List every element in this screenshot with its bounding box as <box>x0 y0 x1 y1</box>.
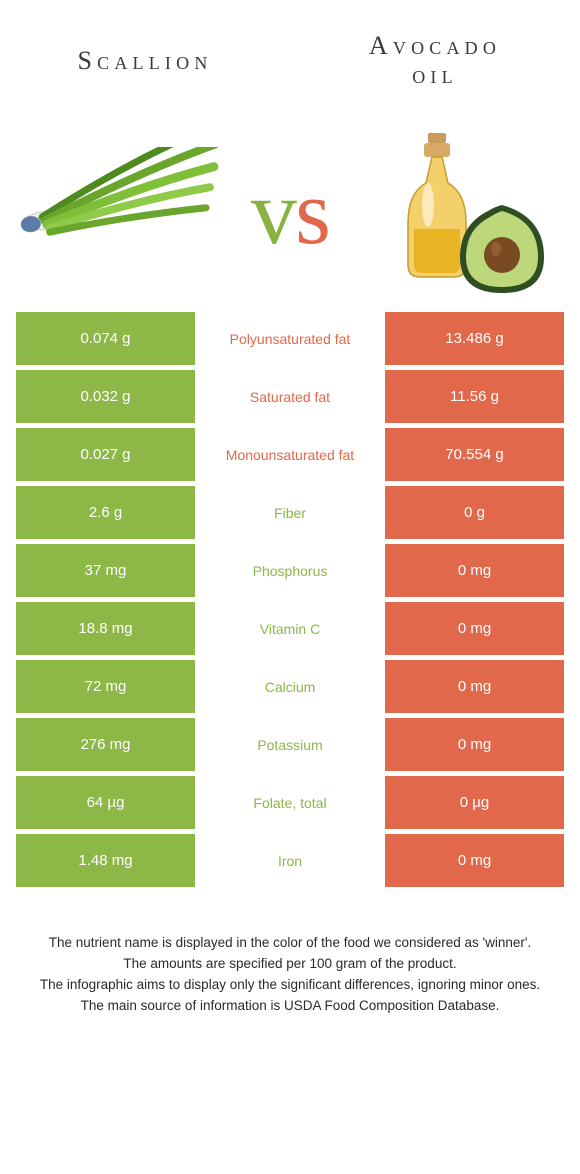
comparison-infographic: Scallion Avocado oil vs <box>0 0 580 1174</box>
right-value: 70.554 g <box>385 428 564 481</box>
right-value: 0 mg <box>385 660 564 713</box>
nutrient-label: Vitamin C <box>195 602 385 655</box>
nutrient-label: Iron <box>195 834 385 887</box>
right-value: 11.56 g <box>385 370 564 423</box>
table-row: 1.48 mgIron0 mg <box>16 834 564 887</box>
nutrient-label: Folate, total <box>195 776 385 829</box>
left-value: 0.032 g <box>16 370 195 423</box>
nutrient-label: Saturated fat <box>195 370 385 423</box>
footer-line-2: The amounts are specified per 100 gram o… <box>26 955 554 974</box>
right-value: 0 mg <box>385 718 564 771</box>
table-row: 0.074 gPolyunsaturated fat13.486 g <box>16 312 564 365</box>
table-row: 276 mgPotassium0 mg <box>16 718 564 771</box>
footer-line-1: The nutrient name is displayed in the co… <box>26 934 554 953</box>
vs-letter-s: s <box>295 161 329 263</box>
left-value: 0.074 g <box>16 312 195 365</box>
right-value: 0 g <box>385 486 564 539</box>
left-title: Scallion <box>0 46 290 76</box>
table-row: 37 mgPhosphorus0 mg <box>16 544 564 597</box>
table-row: 2.6 gFiber0 g <box>16 486 564 539</box>
left-value: 0.027 g <box>16 428 195 481</box>
right-value: 0 mg <box>385 544 564 597</box>
right-value: 0 mg <box>385 834 564 887</box>
footer-notes: The nutrient name is displayed in the co… <box>0 934 580 1018</box>
right-title-line1: Avocado <box>369 31 501 60</box>
left-value: 18.8 mg <box>16 602 195 655</box>
right-title-line2: oil <box>412 60 458 89</box>
titles-row: Scallion Avocado oil <box>0 0 580 122</box>
footer-line-3: The infographic aims to display only the… <box>26 976 554 995</box>
table-row: 18.8 mgVitamin C0 mg <box>16 602 564 655</box>
right-title: Avocado oil <box>290 32 580 89</box>
vs-letter-v: v <box>251 161 295 263</box>
left-value: 276 mg <box>16 718 195 771</box>
left-food-image <box>12 147 225 277</box>
left-value: 2.6 g <box>16 486 195 539</box>
right-value: 0 µg <box>385 776 564 829</box>
right-value: 0 mg <box>385 602 564 655</box>
left-value: 1.48 mg <box>16 834 195 887</box>
left-value: 37 mg <box>16 544 195 597</box>
table-row: 0.027 gMonounsaturated fat70.554 g <box>16 428 564 481</box>
nutrient-label: Monounsaturated fat <box>195 428 385 481</box>
left-value: 64 µg <box>16 776 195 829</box>
nutrient-label: Polyunsaturated fat <box>195 312 385 365</box>
nutrient-label: Fiber <box>195 486 385 539</box>
table-row: 64 µgFolate, total0 µg <box>16 776 564 829</box>
vs-label: vs <box>225 159 355 265</box>
table-row: 0.032 gSaturated fat11.56 g <box>16 370 564 423</box>
nutrient-label: Potassium <box>195 718 385 771</box>
left-value: 72 mg <box>16 660 195 713</box>
hero-row: vs <box>0 122 580 312</box>
footer-line-4: The main source of information is USDA F… <box>26 997 554 1016</box>
table-row: 72 mgCalcium0 mg <box>16 660 564 713</box>
nutrient-label: Phosphorus <box>195 544 385 597</box>
right-value: 13.486 g <box>385 312 564 365</box>
nutrient-label: Calcium <box>195 660 385 713</box>
nutrient-table: 0.074 gPolyunsaturated fat13.486 g0.032 … <box>0 312 580 892</box>
right-food-image <box>355 127 568 297</box>
